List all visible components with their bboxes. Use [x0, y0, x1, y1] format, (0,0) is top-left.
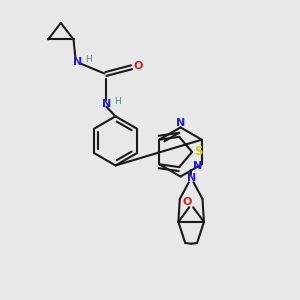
Text: N: N — [176, 118, 185, 128]
Text: H: H — [85, 55, 92, 64]
Text: N: N — [73, 57, 82, 67]
Text: O: O — [134, 61, 143, 71]
Text: N: N — [193, 161, 203, 171]
Text: N: N — [187, 173, 196, 183]
Text: S: S — [194, 146, 202, 158]
Text: N: N — [102, 99, 111, 109]
Text: O: O — [182, 197, 192, 207]
Text: H: H — [114, 97, 121, 106]
